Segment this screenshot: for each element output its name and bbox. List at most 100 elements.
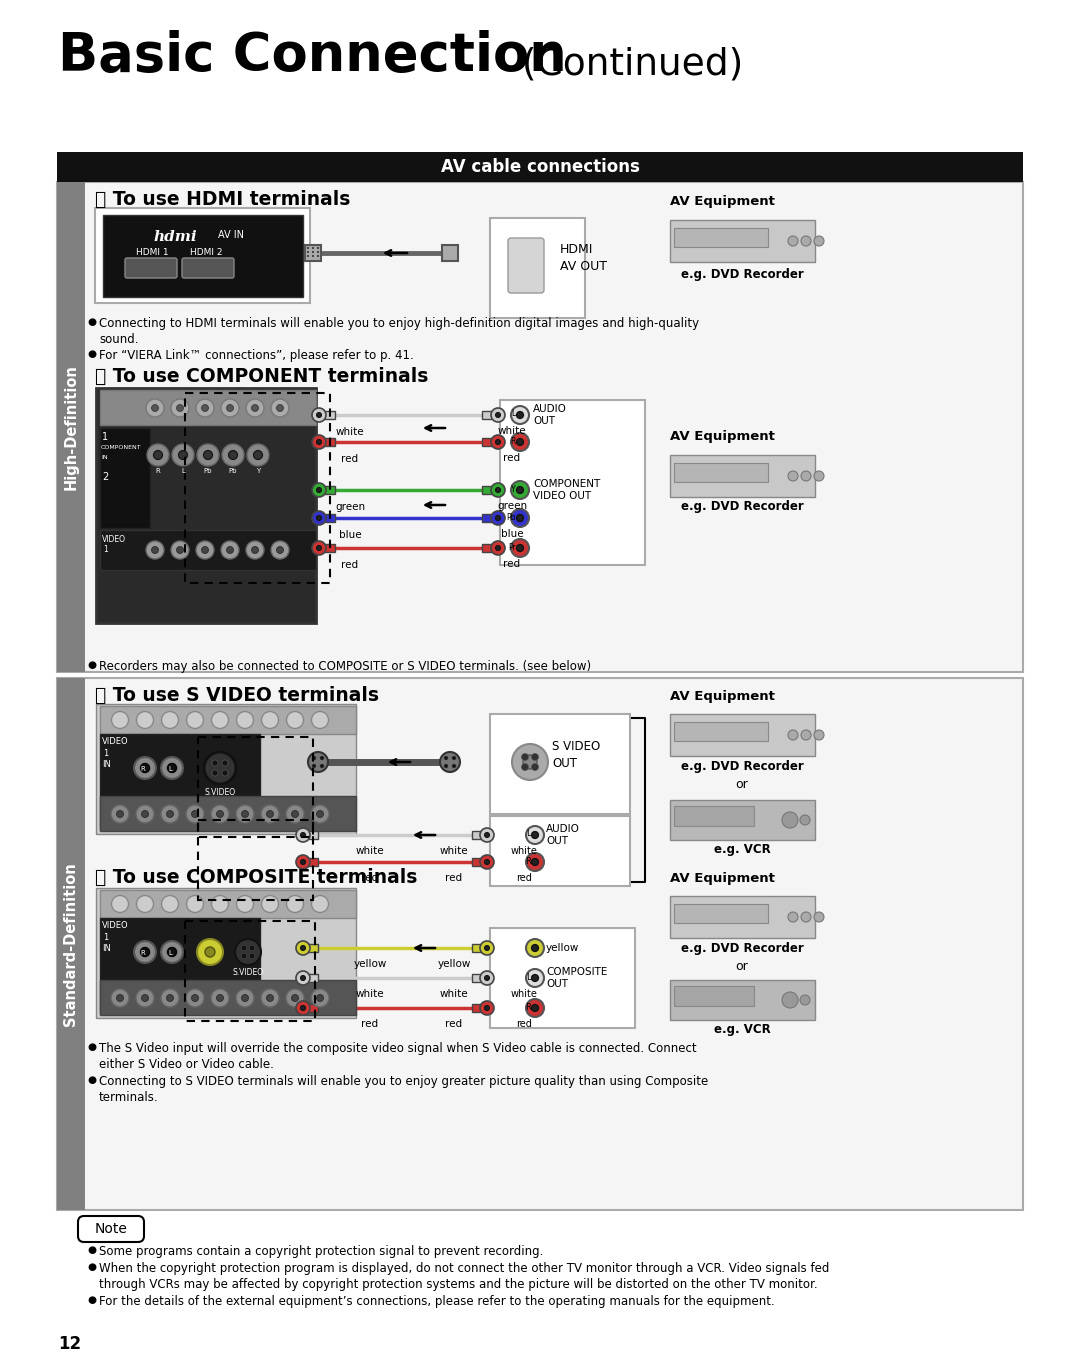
Bar [674,985,754,1006]
Circle shape [176,547,184,553]
Bar [490,218,585,318]
Circle shape [227,547,233,553]
Bar [100,796,356,831]
Text: e.g. DVD Recorder: e.g. DVD Recorder [680,269,804,281]
Text: VIDEO: VIDEO [102,737,129,746]
Circle shape [440,752,460,771]
Text: L: L [526,972,531,981]
Circle shape [516,545,524,552]
Circle shape [485,860,489,864]
Circle shape [221,541,239,559]
Text: IN: IN [102,945,111,953]
Circle shape [261,711,279,728]
Circle shape [286,806,303,823]
Circle shape [496,413,500,417]
Text: 1: 1 [103,545,108,553]
Circle shape [261,895,279,912]
Text: Note: Note [95,1223,127,1236]
Bar [96,889,356,1018]
Text: COMPOSITE
OUT: COMPOSITE OUT [546,966,607,990]
Circle shape [782,812,798,827]
Circle shape [526,969,544,987]
Text: Ⓑ To use COMPONENT terminals: Ⓑ To use COMPONENT terminals [95,367,429,386]
Circle shape [788,472,798,481]
Circle shape [511,538,529,557]
Circle shape [480,827,494,842]
FancyBboxPatch shape [125,258,177,278]
Bar [490,928,635,1028]
Circle shape [801,912,811,921]
Bar [482,514,498,522]
Circle shape [300,833,306,837]
Bar [100,980,356,1015]
Circle shape [522,763,528,770]
Text: red: red [445,872,462,883]
Circle shape [195,541,214,559]
Circle shape [151,547,159,553]
Text: e.g. DVD Recorder: e.g. DVD Recorder [680,942,804,955]
Circle shape [312,541,326,555]
Text: AUDIO
OUT: AUDIO OUT [534,403,567,427]
Text: red: red [362,1020,379,1029]
Circle shape [788,912,798,921]
Bar [670,714,815,756]
FancyBboxPatch shape [78,1216,144,1242]
Text: red: red [341,560,359,570]
Bar [482,412,498,418]
Circle shape [311,895,328,912]
Circle shape [531,754,539,761]
Circle shape [511,508,529,527]
Text: ●: ● [87,1262,96,1272]
Circle shape [814,912,824,921]
Bar [57,677,85,1210]
Text: S VIDEO
OUT: S VIDEO OUT [552,740,600,770]
Circle shape [216,811,224,818]
Circle shape [267,811,273,818]
Text: red: red [516,872,532,883]
Text: Ⓐ To use HDMI terminals: Ⓐ To use HDMI terminals [95,189,350,209]
Text: ●: ● [87,660,96,671]
Circle shape [312,251,314,252]
Bar [472,975,487,981]
Circle shape [161,990,179,1007]
Text: VIDEO: VIDEO [102,536,126,544]
Circle shape [300,946,306,950]
Text: Pb: Pb [507,512,516,522]
Text: COMPONENT
VIDEO OUT: COMPONENT VIDEO OUT [534,478,600,502]
Circle shape [246,399,264,417]
Circle shape [485,1006,489,1010]
Circle shape [312,483,326,497]
Circle shape [171,399,189,417]
Circle shape [254,451,262,459]
Bar [674,806,754,826]
Circle shape [140,947,149,957]
Circle shape [496,488,500,492]
Circle shape [186,806,204,823]
Text: Connecting to HDMI terminals will enable you to enjoy high-definition digital im: Connecting to HDMI terminals will enable… [99,318,699,330]
Circle shape [172,444,194,466]
Circle shape [276,405,283,412]
Text: R: R [525,856,531,866]
Circle shape [167,763,176,773]
Circle shape [212,895,229,912]
Circle shape [516,515,524,522]
Circle shape [203,451,213,459]
Text: ●: ● [87,349,96,358]
Circle shape [242,995,248,1002]
Circle shape [480,855,494,870]
Circle shape [312,408,326,423]
Bar [303,945,318,951]
Bar [670,980,815,1020]
Circle shape [453,765,456,767]
Text: ●: ● [87,1041,96,1052]
Bar [57,183,85,672]
Circle shape [197,444,219,466]
Circle shape [320,765,324,767]
Circle shape [187,711,203,728]
Circle shape [187,895,203,912]
Circle shape [247,444,269,466]
Text: yellow: yellow [437,960,471,969]
Circle shape [237,711,254,728]
Text: red: red [341,454,359,463]
Circle shape [286,711,303,728]
